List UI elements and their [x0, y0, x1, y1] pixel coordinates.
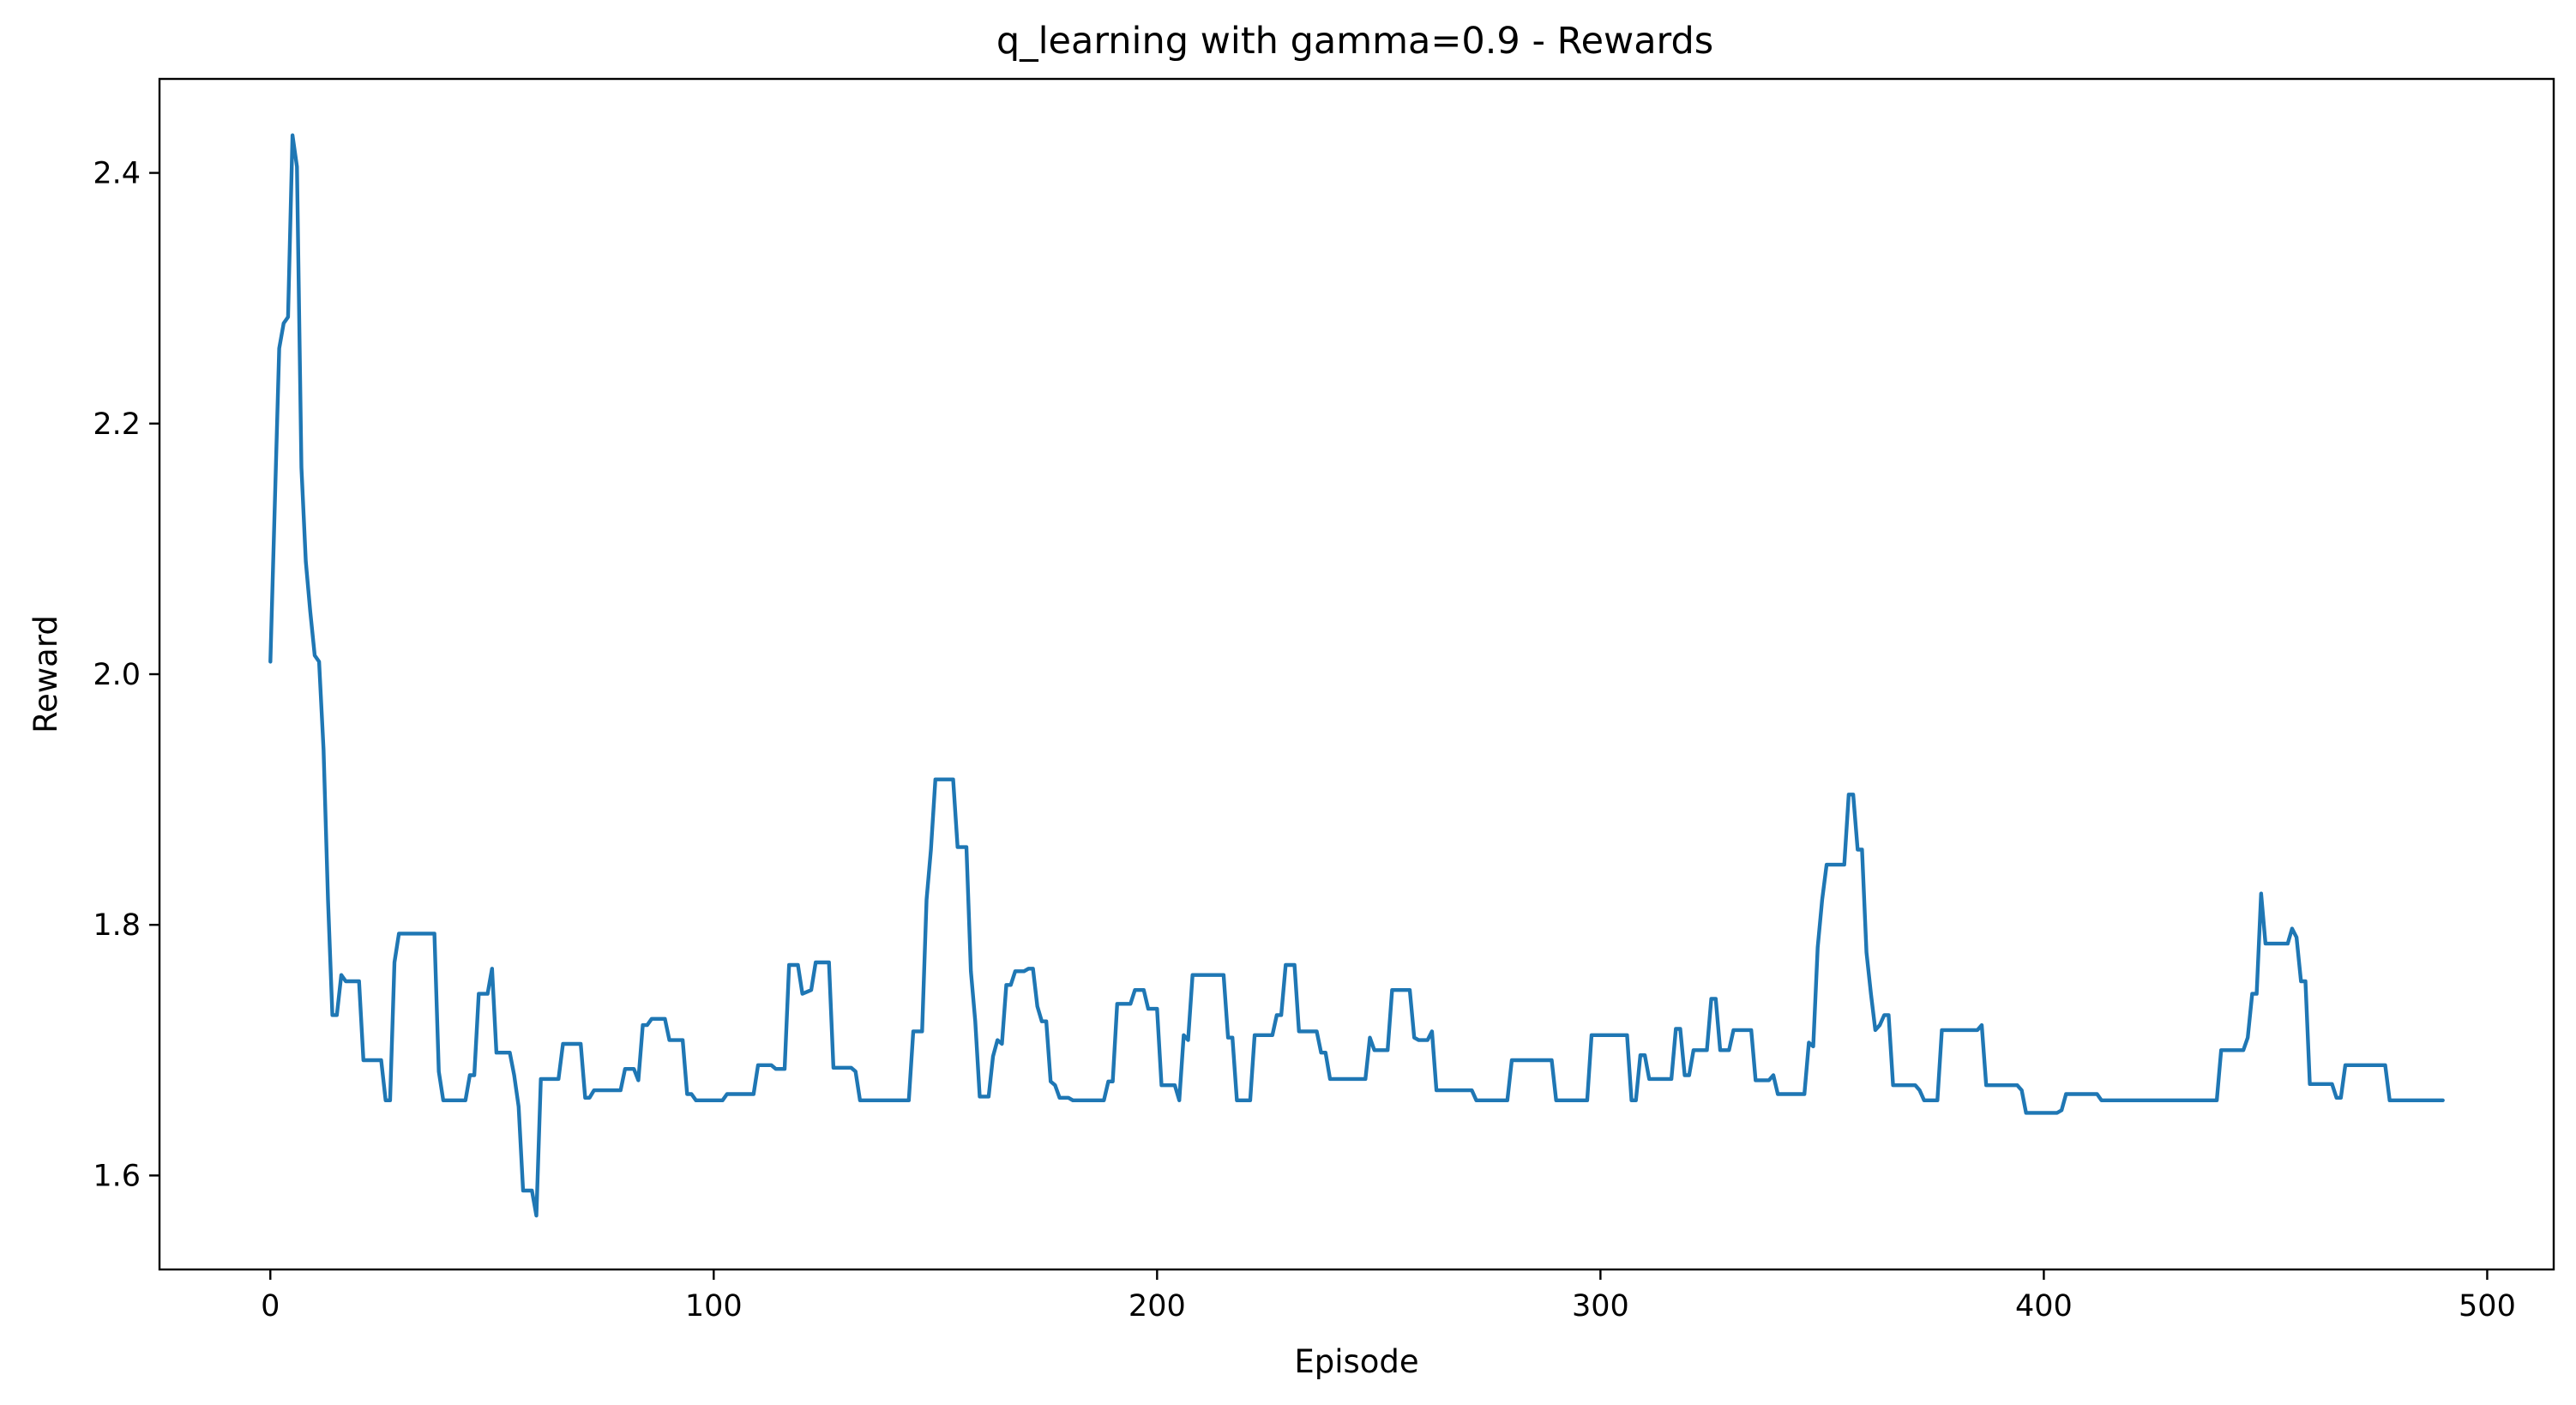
x-axis: 0 100 200 300 400 500 — [261, 1269, 2516, 1324]
x-tick-label: 400 — [2015, 1289, 2073, 1324]
x-tick-label: 200 — [1129, 1289, 1186, 1324]
y-tick-label: 1.6 — [93, 1159, 141, 1193]
y-axis: 1.6 1.8 2.0 2.2 2.4 — [93, 157, 159, 1193]
x-axis-label: Episode — [1294, 1343, 1418, 1380]
x-tick-label: 100 — [685, 1289, 743, 1324]
x-tick-label: 500 — [2459, 1289, 2516, 1324]
x-tick-label: 0 — [261, 1289, 280, 1324]
chart-title: q_learning with gamma=0.9 - Rewards — [996, 20, 1713, 63]
series-line-0 — [268, 133, 2445, 1218]
x-tick-label: 300 — [1572, 1289, 1629, 1324]
y-tick-label: 2.0 — [93, 658, 141, 692]
y-tick-label: 2.4 — [93, 157, 141, 191]
y-axis-label: Reward — [27, 615, 64, 733]
plot-area — [268, 133, 2445, 1218]
y-tick-label: 2.2 — [93, 407, 141, 442]
y-tick-label: 1.8 — [93, 908, 141, 943]
